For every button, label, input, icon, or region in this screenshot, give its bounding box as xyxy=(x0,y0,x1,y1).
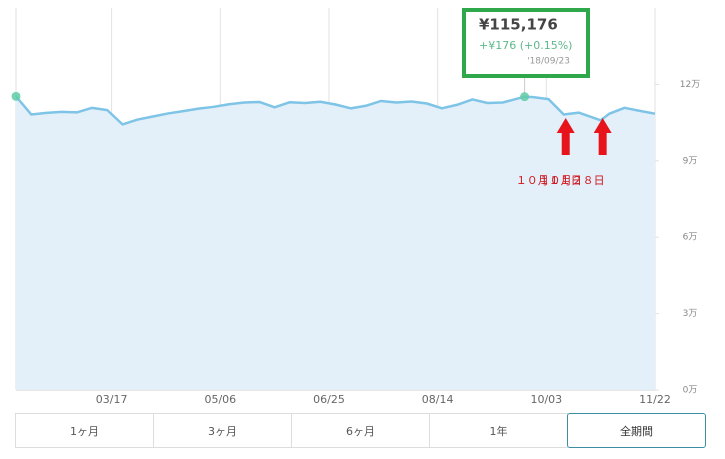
x-tick-label: 08/14 xyxy=(422,393,454,406)
annotation-arrow xyxy=(556,118,575,155)
x-tick-label: 10/03 xyxy=(530,393,562,406)
x-tick-label: 05/06 xyxy=(204,393,236,406)
y-tick-label: 12万 xyxy=(680,80,700,90)
period-button[interactable]: 1ヶ月 xyxy=(15,413,154,448)
period-buttons: 1ヶ月 3ヶ月 6ヶ月 1年 全期間 xyxy=(15,413,706,448)
annotation-text: １０月２８日 xyxy=(539,174,605,187)
period-button[interactable]: 1年 xyxy=(429,413,568,448)
area xyxy=(16,96,655,391)
line xyxy=(15,95,656,126)
y-tick-label: 3万 xyxy=(683,309,698,319)
period-button[interactable]: 3ヶ月 xyxy=(153,413,292,448)
tooltip-value: ¥115,176 xyxy=(479,16,558,34)
y-tick-label: 9万 xyxy=(683,156,698,166)
tooltip-change: +¥176 (+0.15%) xyxy=(479,39,572,52)
tooltip-date: '18/09/23 xyxy=(527,57,570,67)
x-tick-label: 06/25 xyxy=(313,393,345,406)
y-tick-label: 0万 xyxy=(683,386,698,396)
annotation-arrow xyxy=(593,118,612,155)
annotation-text: １０月１１日 xyxy=(516,174,582,187)
tooltip-point xyxy=(520,92,530,102)
period-button[interactable]: 6ヶ月 xyxy=(291,413,430,448)
period-button[interactable]: 全期間 xyxy=(567,413,706,448)
chart: 03/17 05/06 06/25 08/14 10/03 11/22 0万 3万 6万 9万 12… xyxy=(11,8,700,406)
x-tick-label: 03/17 xyxy=(96,393,128,406)
x-tick-label: 11/22 xyxy=(639,393,671,406)
tooltip-box xyxy=(462,8,590,78)
start-point xyxy=(11,91,21,101)
y-tick-label: 6万 xyxy=(683,233,698,243)
